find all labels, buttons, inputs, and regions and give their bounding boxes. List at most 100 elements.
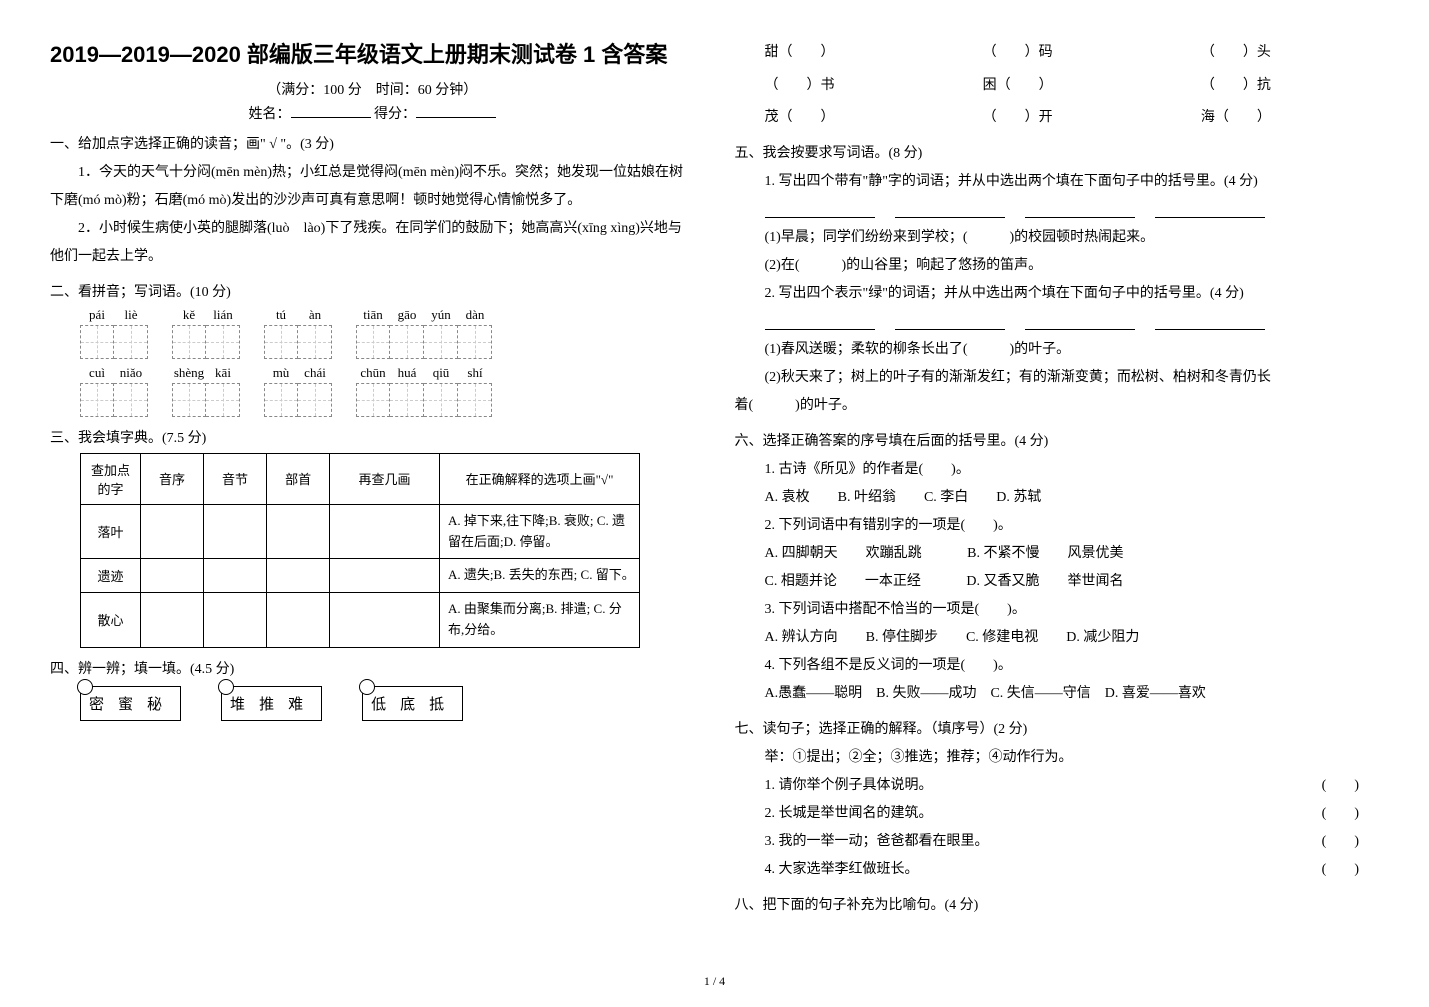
table-row: 落叶 A. 掉下来,往下降;B. 衰败; C. 遗留在后面;D. 停留。 xyxy=(81,504,640,559)
s5-q1a: (1)早晨；同学们纷纷来到学校；( )的校园顿时热闹起来。 xyxy=(765,224,1380,252)
tianzi-cell[interactable] xyxy=(114,325,148,359)
dict-cell[interactable] xyxy=(204,504,267,559)
dict-cell[interactable] xyxy=(330,593,440,648)
tianzi-row-2 xyxy=(80,383,695,417)
char-box: 堆 推 难 xyxy=(221,686,322,721)
tianzi-cell[interactable] xyxy=(298,383,332,417)
s6-q2-row1: A. 四脚朝天 欢蹦乱跳 B. 不紧不慢 风景优美 xyxy=(765,540,1380,568)
s5-q2a: (1)春风送暖；柔软的柳条长出了( )的叶子。 xyxy=(765,336,1380,364)
dict-cell[interactable] xyxy=(204,559,267,593)
section-6-head: 六、选择正确答案的序号填在后面的括号里。(4 分) xyxy=(735,430,1380,450)
fill-item[interactable]: 茂（ ） xyxy=(765,105,943,132)
tianzi-cell[interactable] xyxy=(206,383,240,417)
blank-line[interactable] xyxy=(765,202,1380,218)
name-label: 姓名： xyxy=(249,107,291,122)
score-blank[interactable] xyxy=(416,104,496,118)
char-box: 低 底 抵 xyxy=(362,686,463,721)
dict-cell[interactable] xyxy=(267,593,330,648)
pinyin: shèng xyxy=(172,365,206,381)
pinyin-row-1: páiliè kělián túàn tiāngāoyúndàn xyxy=(80,307,695,323)
tianzi-cell[interactable] xyxy=(172,383,206,417)
tianzi-cell[interactable] xyxy=(424,325,458,359)
dict-h4: 部首 xyxy=(267,453,330,504)
tianzi-cell[interactable] xyxy=(390,325,424,359)
pinyin: huá xyxy=(390,365,424,381)
tianzi-cell[interactable] xyxy=(114,383,148,417)
dict-opts: A. 遗失;B. 丢失的东西; C. 留下。 xyxy=(440,559,640,593)
fill-item[interactable]: 海（ ） xyxy=(1201,105,1379,132)
dict-cell[interactable] xyxy=(141,504,204,559)
tianzi-cell[interactable] xyxy=(390,383,424,417)
s5-q1b: (2)在( )的山谷里；响起了悠扬的笛声。 xyxy=(765,252,1380,280)
dict-table: 查加点的字 音序 音节 部首 再查几画 在正确解释的选项上画"√" 落叶 A. … xyxy=(80,453,640,648)
fill-item[interactable]: （ ）书 xyxy=(765,73,943,100)
tianzi-cell[interactable] xyxy=(356,325,390,359)
blank-line[interactable] xyxy=(765,314,1380,330)
subtitle: （满分：100 分 时间：60 分钟） xyxy=(50,79,695,99)
pinyin: pái xyxy=(80,307,114,323)
tianzi-cell[interactable] xyxy=(206,325,240,359)
dict-cell[interactable] xyxy=(267,504,330,559)
char: 堆 xyxy=(230,693,245,714)
char: 难 xyxy=(288,693,303,714)
dict-h1: 查加点的字 xyxy=(81,453,141,504)
s5-q2b-cont: 着( )的叶子。 xyxy=(735,392,1380,420)
dict-cell[interactable] xyxy=(141,559,204,593)
section-5-head: 五、我会按要求写词语。(8 分) xyxy=(735,142,1380,162)
answer-paren[interactable]: ( ) xyxy=(1322,772,1359,800)
s7-q4: 4. 大家选举李红做班长。( ) xyxy=(765,856,1380,884)
fill-item[interactable]: 困（ ） xyxy=(983,73,1161,100)
pinyin: yún xyxy=(424,307,458,323)
tianzi-cell[interactable] xyxy=(264,325,298,359)
fill-item[interactable]: （ ）码 xyxy=(983,40,1161,67)
dict-cell[interactable] xyxy=(330,559,440,593)
dict-cell[interactable] xyxy=(141,593,204,648)
tianzi-cell[interactable] xyxy=(356,383,390,417)
tianzi-cell[interactable] xyxy=(172,325,206,359)
dict-cell[interactable] xyxy=(330,504,440,559)
pinyin: liè xyxy=(114,307,148,323)
s6-q4: 4. 下列各组不是反义词的一项是( )。 xyxy=(765,652,1380,680)
fill-grid: 甜（ ） （ ）码 （ ）头 （ ）书 困（ ） （ ）抗 茂（ ） （ ）开 … xyxy=(765,40,1380,132)
dict-cell[interactable] xyxy=(267,559,330,593)
pinyin: cuì xyxy=(80,365,114,381)
tianzi-cell[interactable] xyxy=(458,325,492,359)
fill-item[interactable]: （ ）抗 xyxy=(1201,73,1379,100)
char-box: 密 蜜 秘 xyxy=(80,686,181,721)
tianzi-cell[interactable] xyxy=(424,383,458,417)
s7-def: 举：①提出；②全；③推选；推荐；④动作行为。 xyxy=(765,744,1380,772)
section-4-head: 四、辨一辨；填一填。(4.5 分) xyxy=(50,658,695,678)
dict-h3: 音节 xyxy=(204,453,267,504)
fill-item[interactable]: （ ）头 xyxy=(1201,40,1379,67)
dict-word: 落叶 xyxy=(81,504,141,559)
char: 秘 xyxy=(147,693,162,714)
pinyin: chái xyxy=(298,365,332,381)
opt: A. 四脚朝天 欢蹦乱跳 xyxy=(765,546,922,561)
tianzi-cell[interactable] xyxy=(80,383,114,417)
pinyin: kāi xyxy=(206,365,240,381)
answer-paren[interactable]: ( ) xyxy=(1322,828,1359,856)
dict-word: 遗迹 xyxy=(81,559,141,593)
tianzi-cell[interactable] xyxy=(458,383,492,417)
char: 抵 xyxy=(429,693,444,714)
dict-h2: 音序 xyxy=(141,453,204,504)
name-blank[interactable] xyxy=(291,104,371,118)
table-row: 遗迹 A. 遗失;B. 丢失的东西; C. 留下。 xyxy=(81,559,640,593)
answer-paren[interactable]: ( ) xyxy=(1322,856,1359,884)
fill-item[interactable]: （ ）开 xyxy=(983,105,1161,132)
dict-h6: 在正确解释的选项上画"√" xyxy=(440,453,640,504)
tianzi-cell[interactable] xyxy=(298,325,332,359)
pinyin: niǎo xyxy=(114,365,148,381)
tianzi-cell[interactable] xyxy=(80,325,114,359)
dict-cell[interactable] xyxy=(204,593,267,648)
tianzi-cell[interactable] xyxy=(264,383,298,417)
s7-q2: 2. 长城是举世闻名的建筑。( ) xyxy=(765,800,1380,828)
section-7-head: 七、读句子；选择正确的解释。（填序号）(2 分) xyxy=(735,718,1380,738)
pinyin: mù xyxy=(264,365,298,381)
char: 蜜 xyxy=(118,693,133,714)
answer-paren[interactable]: ( ) xyxy=(1322,800,1359,828)
pinyin: dàn xyxy=(458,307,492,323)
left-column: 2019—2019—2020 部编版三年级语文上册期末测试卷 1 含答案 （满分… xyxy=(50,40,695,967)
fill-item[interactable]: 甜（ ） xyxy=(765,40,943,67)
s6-q4-opts: A.愚蠢——聪明 B. 失败——成功 C. 失信——守信 D. 喜爱——喜欢 xyxy=(765,680,1380,708)
